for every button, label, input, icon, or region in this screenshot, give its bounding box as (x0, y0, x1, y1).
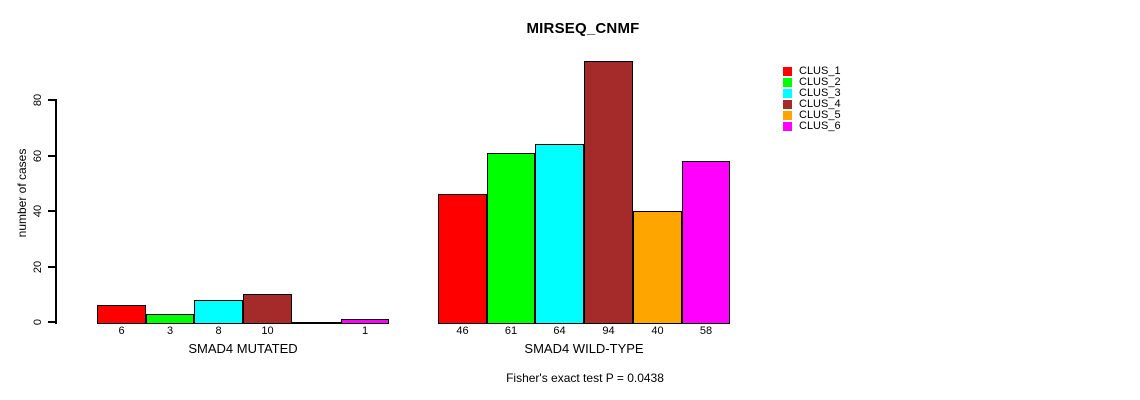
bar-value-label: 1 (361, 325, 369, 337)
y-axis-tick-label: 60 (32, 149, 44, 162)
bar-value-label: 10 (261, 325, 274, 337)
legend-item-clus_5: CLUS_5 (783, 110, 841, 121)
legend-item-clus_3: CLUS_3 (783, 88, 841, 99)
bar-clus_3 (194, 300, 243, 324)
bar-value-label: 61 (504, 325, 518, 337)
legend-swatch-icon (783, 89, 792, 98)
bar-clus_4 (584, 61, 633, 324)
bar-clus_1 (438, 194, 487, 324)
y-axis-tick-label: 40 (32, 204, 44, 218)
bar-value-label: 46 (456, 325, 469, 337)
bar-clus_3 (535, 144, 584, 324)
bar-clus_5 (633, 211, 682, 324)
bar-clus_1 (97, 305, 146, 324)
bar-clus_2 (487, 153, 535, 324)
bar-clus_5 (292, 322, 341, 324)
legend-item-clus_6: CLUS_6 (783, 121, 841, 132)
legend-swatch-icon (783, 122, 792, 131)
y-axis-tick-label: 20 (32, 260, 44, 273)
y-axis-tick (48, 265, 55, 268)
y-axis-tick (48, 99, 55, 101)
y-axis-line (55, 99, 57, 324)
bar-value-label: 40 (651, 325, 664, 337)
group-label-smad4-mutated: SMAD4 MUTATED (188, 341, 298, 356)
y-axis-tick (48, 154, 55, 157)
legend-item-clus_1: CLUS_1 (783, 66, 841, 77)
bar-value-label: 6 (118, 325, 125, 337)
y-axis-tick-label: 80 (32, 93, 44, 107)
legend-swatch-icon (783, 78, 792, 87)
y-axis-tick-label: 0 (32, 318, 44, 326)
y-axis-tick (48, 321, 55, 323)
legend-item-label: CLUS_6 (799, 120, 841, 132)
fisher-test-annotation: Fisher's exact test P = 0.0438 (506, 371, 664, 385)
bar-value-label: 58 (699, 325, 713, 337)
legend-item-clus_4: CLUS_4 (783, 99, 841, 110)
bar-clus_2 (146, 314, 194, 324)
group-label-smad4-wild-type: SMAD4 WILD-TYPE (524, 341, 644, 356)
legend: CLUS_1 CLUS_2 CLUS_3 CLUS_4 CLUS_5 CLUS_6 (783, 66, 841, 132)
y-axis-tick (48, 210, 55, 212)
bar-clus_4 (243, 294, 292, 324)
chart-title: MIRSEQ_CNMF (526, 20, 640, 37)
legend-item-label: CLUS_1 (799, 65, 841, 77)
legend-item-label: CLUS_5 (799, 109, 841, 121)
bar-value-label: 64 (553, 325, 566, 337)
legend-item-label: CLUS_2 (799, 76, 841, 88)
bar-value-label: 3 (166, 325, 174, 337)
bar-clus_6 (682, 161, 730, 324)
legend-item-clus_2: CLUS_2 (783, 77, 841, 88)
legend-swatch-icon (783, 67, 792, 76)
legend-swatch-icon (783, 100, 792, 109)
bar-value-label: 8 (215, 325, 222, 337)
bar-clus_6 (341, 319, 389, 324)
legend-swatch-icon (783, 111, 792, 120)
legend-item-label: CLUS_4 (799, 98, 841, 110)
bar-value-label: 94 (602, 325, 615, 337)
legend-item-label: CLUS_3 (799, 87, 841, 99)
